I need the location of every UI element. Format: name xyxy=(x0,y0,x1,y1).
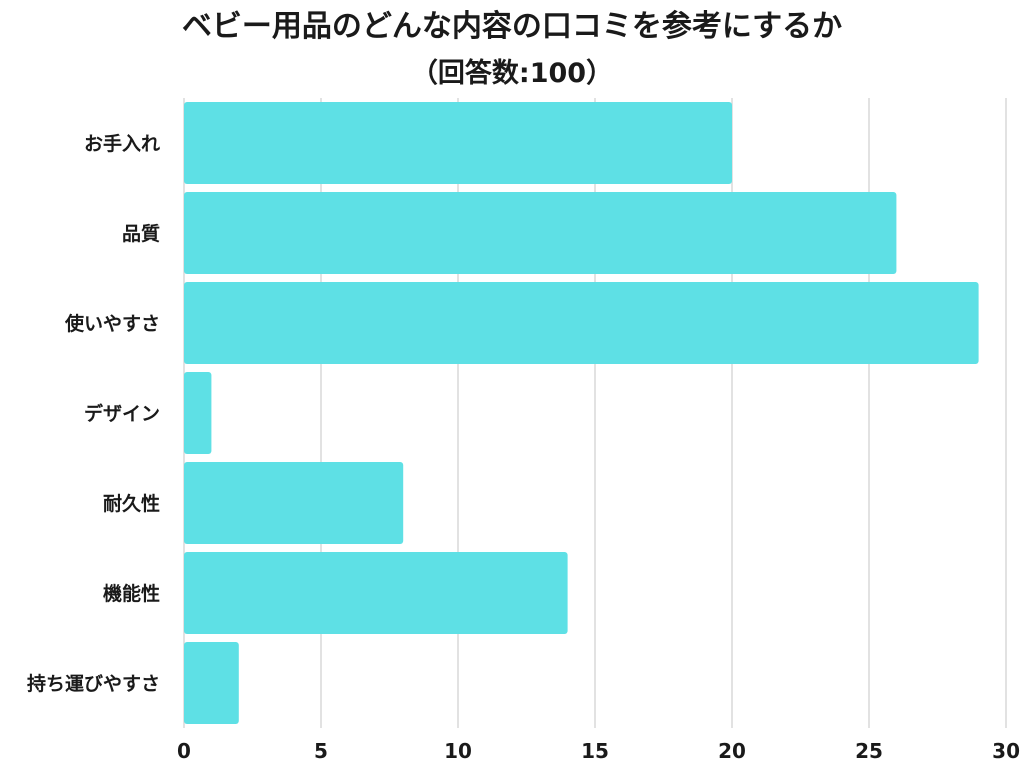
bar xyxy=(184,282,979,364)
bar xyxy=(184,192,897,274)
x-tick-label: 15 xyxy=(581,739,609,763)
category-label: 使いやすさ xyxy=(64,313,160,335)
x-tick-label: 10 xyxy=(444,739,472,763)
category-label: 品質 xyxy=(122,222,160,245)
x-tick-label: 25 xyxy=(855,739,883,763)
x-tick-label: 5 xyxy=(314,739,328,763)
bar xyxy=(184,552,568,634)
category-label: 耐久性 xyxy=(103,492,160,515)
bar xyxy=(184,372,212,454)
bars xyxy=(184,102,979,724)
bar xyxy=(184,102,732,184)
chart-subtitle: （回答数:100） xyxy=(410,58,614,89)
x-tick-label: 20 xyxy=(718,739,746,763)
category-label: デザイン xyxy=(84,402,160,425)
x-tick-label: 0 xyxy=(177,739,191,763)
chart-title: ベビー用品のどんな内容の口コミを参考にするか xyxy=(181,9,843,44)
bar xyxy=(184,642,239,724)
category-label: お手入れ xyxy=(84,132,160,155)
bar xyxy=(184,462,404,544)
x-axis-tick-labels: 0 5 10 15 20 25 30 xyxy=(177,739,1020,763)
x-tick-label: 30 xyxy=(992,739,1020,763)
category-label: 持ち運びやすさ xyxy=(27,672,160,695)
category-label: 機能性 xyxy=(103,582,160,605)
